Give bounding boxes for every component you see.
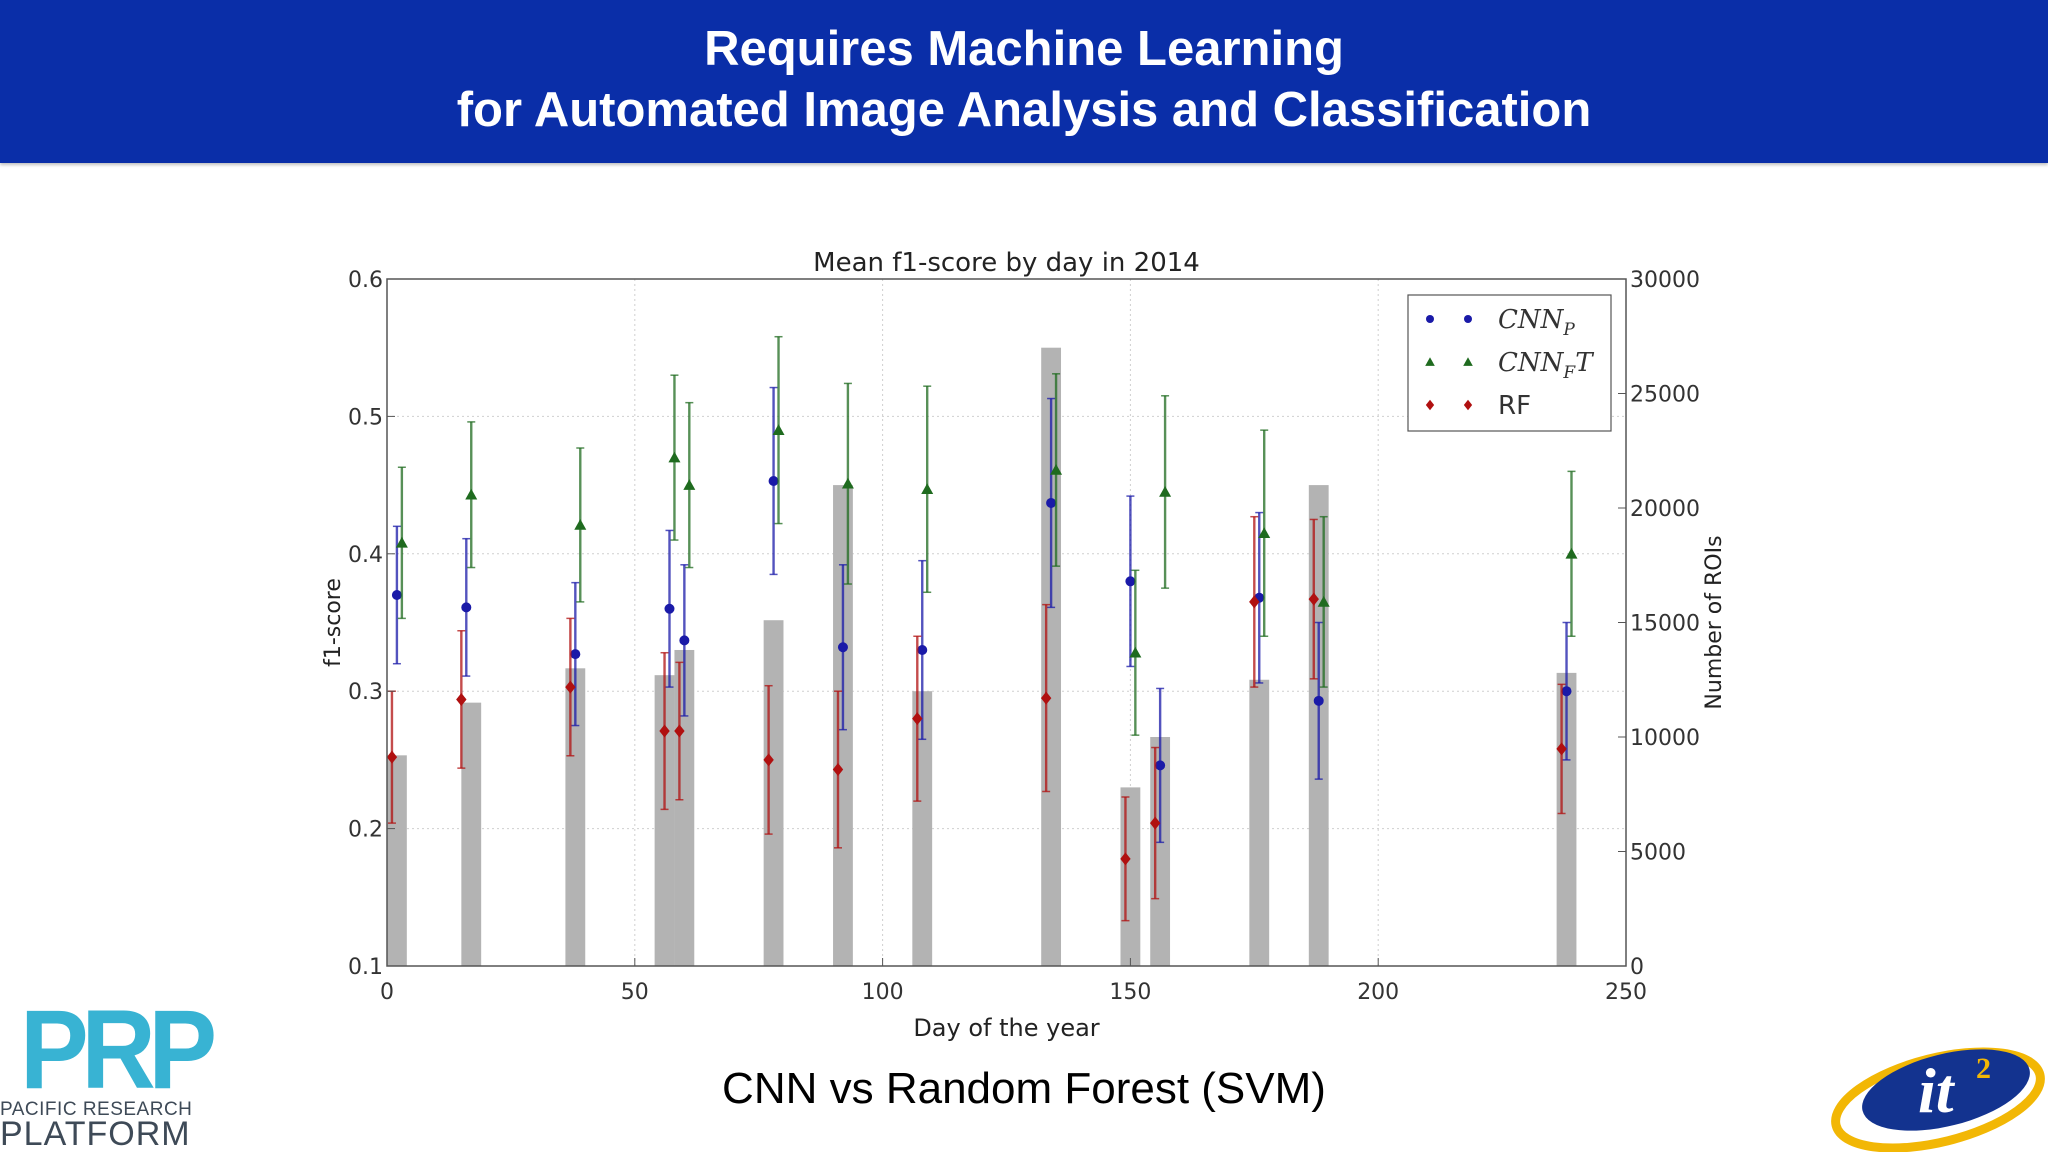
roi-count-bar [1120, 787, 1141, 966]
cnn-ft-point [772, 424, 785, 435]
it2-logo-disc [1862, 1049, 2030, 1131]
cnn-ft-point [683, 479, 696, 490]
legend-label: CNNP [1498, 305, 1575, 340]
cnn-p-point [570, 649, 581, 660]
x-tick-label: 150 [1109, 980, 1151, 1005]
legend-marker [1425, 399, 1435, 411]
slide-title-line-1: Requires Machine Learning [704, 22, 1344, 76]
y2-tick-label: 25000 [1630, 383, 1700, 408]
cnn-p-point [1155, 760, 1166, 771]
legend-label: CNNFT [1498, 348, 1594, 383]
slide-caption: CNN vs Random Forest (SVM) [722, 1064, 1326, 1113]
legend-marker [1464, 315, 1472, 323]
cnn-ft-point [1565, 547, 1578, 559]
cnn-ft-point [1317, 595, 1330, 607]
y2-tick-label: 5000 [1630, 841, 1686, 866]
y2-tick-label: 0 [1630, 955, 1644, 980]
slide-header: Requires Machine Learning for Automated … [0, 0, 2048, 163]
rf-point [1308, 592, 1319, 606]
legend-marker [1463, 357, 1473, 366]
cnn-ft-point [668, 451, 681, 463]
y2-tick-label: 30000 [1630, 268, 1700, 293]
chart-title: Mean f1-score by day in 2014 [813, 248, 1200, 278]
cnn-p-point [1046, 497, 1057, 508]
legend-marker [1463, 399, 1473, 411]
cnn-p-point [837, 642, 848, 653]
y-tick-label: 0.6 [348, 268, 383, 293]
x-tick-label: 250 [1605, 980, 1647, 1005]
cnn-p-point [679, 635, 690, 646]
y-tick-label: 0.1 [348, 955, 383, 980]
cnn-ft-point [921, 483, 934, 495]
cnn-p-point [1313, 695, 1324, 706]
it2-logo: it 2 [1831, 1047, 2045, 1152]
rf-point [674, 724, 685, 738]
rf-point [565, 680, 576, 694]
y2-axis-label: Number of ROIs [1702, 535, 1727, 709]
cnn-p-point [391, 590, 402, 601]
y2-tick-label: 10000 [1630, 726, 1700, 751]
rf-point [1149, 816, 1161, 830]
rf-point [1556, 742, 1567, 756]
prp-logo-line-2: PLATFORM [0, 1115, 191, 1153]
cnn-ft-point [841, 477, 854, 489]
rf-point [659, 724, 670, 738]
rf-point [912, 712, 923, 726]
slide-title-line-2: for Automated Image Analysis and Classif… [456, 83, 1592, 137]
rf-point [456, 692, 467, 706]
cnn-p-point [1561, 686, 1572, 697]
x-tick-label: 100 [862, 980, 904, 1005]
legend-box [1407, 294, 1612, 432]
cnn-ft-point [574, 518, 587, 530]
x-tick-label: 200 [1357, 980, 1399, 1005]
cnn-ft-point [1258, 527, 1271, 538]
it2-logo-text: it [1918, 1055, 1956, 1126]
roi-count-bar [654, 675, 675, 966]
y2-tick-label: 20000 [1630, 497, 1700, 522]
cnn-ft-point [1159, 485, 1172, 497]
roi-count-bar [763, 620, 784, 966]
roi-count-bar [1249, 679, 1270, 966]
cnn-p-point [461, 602, 472, 613]
rf-point [763, 753, 774, 767]
cnn-ft-point [465, 488, 478, 500]
legend-marker [1425, 357, 1435, 366]
y-tick-label: 0.3 [348, 680, 383, 705]
rf-point [1120, 852, 1131, 866]
x-tick-label: 0 [380, 980, 394, 1005]
cnn-ft-point [1050, 463, 1063, 475]
prp-logo: PRP PACIFIC RESEARCH PLATFORM [0, 994, 217, 1154]
y2-tick-label: 15000 [1630, 612, 1700, 637]
rf-point [1249, 595, 1260, 609]
it2-logo-superscript: 2 [1976, 1052, 1991, 1085]
y-axis-label: f1-score [321, 578, 346, 667]
roi-count-bar [461, 702, 482, 966]
x-axis-label: Day of the year [913, 1014, 1099, 1042]
rf-point [386, 750, 398, 764]
cnn-ft-point [1129, 646, 1142, 658]
y-tick-label: 0.2 [348, 818, 383, 843]
x-tick-label: 50 [621, 980, 649, 1005]
prp-logo-letters: PRP [20, 987, 217, 1112]
roi-count-bar [387, 755, 407, 966]
y-tick-label: 0.5 [348, 405, 383, 430]
rf-point [1040, 691, 1052, 705]
cnn-ft-point [395, 536, 408, 548]
rf-point [832, 763, 844, 777]
prp-logo-line-1: PACIFIC RESEARCH [0, 1099, 193, 1120]
cnn-p-point [917, 644, 928, 655]
y-tick-label: 0.4 [348, 543, 383, 568]
legend-label: RF [1498, 391, 1531, 421]
cnn-p-point [1125, 576, 1136, 587]
cnn-p-point [664, 603, 675, 614]
cnn-p-point [768, 475, 779, 486]
legend-marker [1426, 315, 1434, 323]
